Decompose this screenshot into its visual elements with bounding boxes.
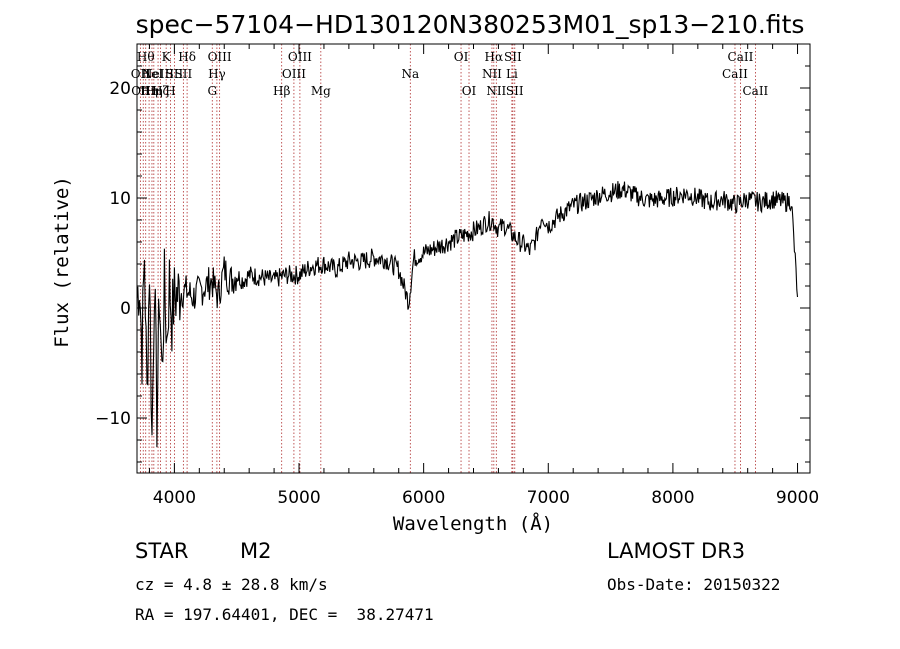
x-axis: 4000 5000 6000 7000 8000 9000: [148, 44, 819, 508]
emission-line-markers: [139, 44, 756, 473]
x-axis-label: Wavelength (Å): [393, 512, 553, 535]
line-label: OII: [131, 67, 151, 81]
line-label: Hα: [485, 50, 504, 64]
line-label: Hθ: [137, 50, 155, 64]
y-tick-label: 10: [109, 189, 131, 209]
line-label: NII: [482, 67, 502, 81]
x-tick-label: 7000: [527, 488, 570, 508]
x-tick-label: 8000: [651, 488, 694, 508]
survey-name: LAMOST DR3: [607, 539, 746, 563]
object-subclass: M2: [240, 539, 272, 563]
line-label: Hβ: [273, 84, 290, 98]
line-label: Hζ: [152, 84, 169, 98]
y-tick-label: −10: [95, 409, 131, 429]
line-label: SII: [166, 67, 184, 81]
line-label: OIII: [208, 50, 232, 64]
line-label: G: [207, 84, 217, 98]
chart-title: spec−57104−HD130120N380253M01_sp13−210.f…: [136, 10, 805, 39]
line-label: Hγ: [208, 67, 226, 81]
line-label: NII: [486, 84, 506, 98]
line-label: Na: [401, 67, 419, 81]
line-label: OI: [454, 50, 469, 64]
line-label: SII: [504, 50, 522, 64]
line-label: Hη: [145, 84, 163, 98]
x-tick-label: 9000: [776, 488, 819, 508]
spectrum-series: [136, 181, 799, 448]
line-label: OIII: [282, 67, 306, 81]
line-label: Li: [506, 67, 518, 81]
line-label: Mg: [311, 84, 331, 98]
coordinates: RA = 197.64401, DEC = 38.27471: [135, 605, 434, 624]
line-label: CaII: [742, 84, 768, 98]
observation-date: Obs-Date: 20150322: [607, 575, 781, 594]
y-axis: −10 0 10 20: [95, 43, 810, 463]
object-class: STAR: [135, 539, 189, 563]
y-tick-label: 20: [109, 79, 131, 99]
y-axis-label: Flux (relative): [51, 176, 73, 348]
line-label: H: [165, 84, 175, 98]
plot-frame: [136, 43, 811, 474]
line-label: CaII: [722, 67, 748, 81]
line-label: OI: [462, 84, 477, 98]
line-label: NeIII: [142, 67, 174, 81]
x-tick-label: 5000: [277, 488, 320, 508]
line-label: SII: [175, 67, 193, 81]
emission-line-labels: OIIOIIIHθHηHeIHηNeIIIHζKHSIISIIHδGHγOIII…: [131, 50, 769, 98]
line-label: Hδ: [178, 50, 196, 64]
x-tick-label: 6000: [402, 488, 445, 508]
line-label: CaII: [728, 50, 754, 64]
line-label: OIII: [288, 50, 312, 64]
y-tick-label: 0: [120, 299, 131, 319]
line-label: HeI: [141, 67, 164, 81]
redshift-cz: cz = 4.8 ± 28.8 km/s: [135, 575, 328, 594]
line-label: K: [162, 50, 172, 64]
x-tick-label: 4000: [153, 488, 196, 508]
line-label: SII: [506, 84, 524, 98]
